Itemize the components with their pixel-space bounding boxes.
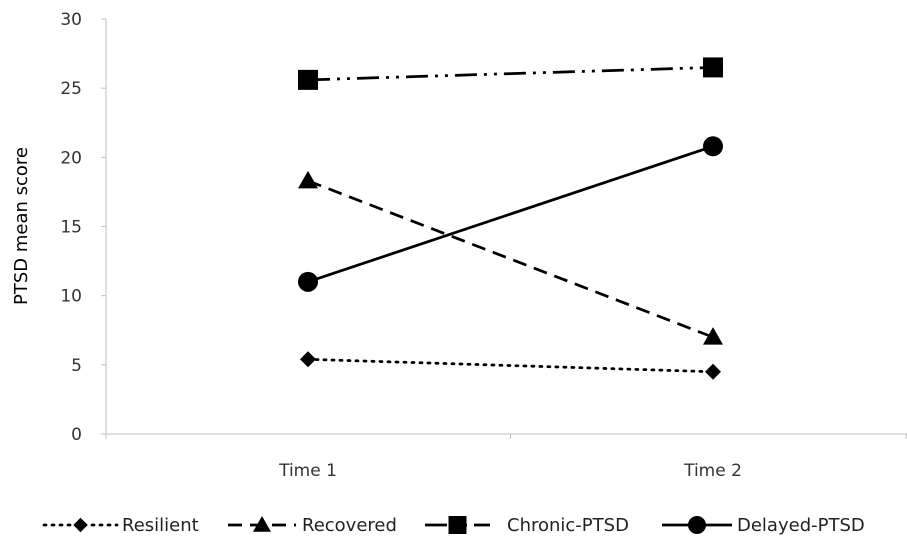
x-tick-label: Time 2: [683, 461, 742, 481]
legend-label: Resilient: [122, 515, 199, 536]
y-tick-label: 10: [60, 287, 82, 307]
legend-label: Delayed-PTSD: [737, 515, 865, 536]
series-recovered: [298, 170, 723, 345]
x-tick-label: Time 1: [278, 461, 337, 481]
data-point-diamond: [300, 351, 316, 368]
y-tick-label: 30: [60, 10, 82, 30]
series-line: [307, 66, 714, 82]
y-axis-ticks: 0 5 10 15 20 25 30: [60, 10, 106, 445]
y-tick-label: 0: [71, 425, 82, 445]
legend-marker-diamond: [73, 517, 88, 533]
data-point-circle: [703, 136, 723, 157]
x-axis-ticks: Time 1 Time 2: [105, 434, 907, 481]
y-axis-title: PTSD mean score: [11, 147, 32, 305]
legend-marker-circle: [688, 516, 706, 534]
series-resilient: [300, 351, 721, 380]
legend-item: Resilient: [42, 515, 199, 536]
legend-marker-triangle: [253, 516, 271, 532]
legend-item: Recovered: [228, 515, 397, 536]
y-tick-label: 20: [60, 148, 82, 168]
data-point-square: [703, 57, 723, 78]
series-line: [306, 357, 715, 374]
y-tick-label: 15: [60, 218, 82, 238]
series-line: [307, 144, 714, 284]
legend-marker-square: [448, 516, 467, 534]
legend-item: Chronic-PTSD: [425, 515, 629, 536]
series-line: [307, 179, 714, 339]
legend-label: Chronic-PTSD: [507, 515, 629, 536]
y-tick-label: 25: [60, 79, 82, 99]
series-chronic-ptsd: [298, 57, 723, 90]
legend-item: Delayed-PTSD: [662, 515, 865, 536]
series-group: [298, 57, 723, 380]
data-point-diamond: [705, 363, 721, 380]
legend-label: Recovered: [302, 515, 397, 536]
series-delayed-ptsd: [298, 136, 723, 292]
data-point-square: [298, 69, 318, 90]
data-point-triangle: [703, 327, 723, 345]
data-point-circle: [298, 271, 318, 292]
y-tick-label: 5: [71, 356, 82, 376]
data-point-triangle: [298, 170, 318, 189]
legend: Resilient Recovered Chronic-PTSD Delayed-PT…: [42, 515, 865, 536]
